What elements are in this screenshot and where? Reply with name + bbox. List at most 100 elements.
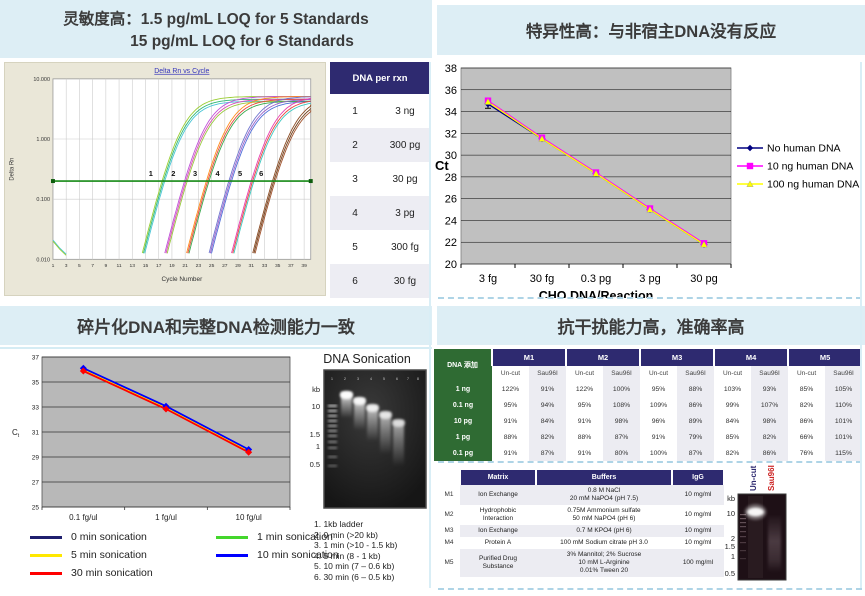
divider bbox=[438, 588, 862, 590]
spec-x-tick: 0.3 pg bbox=[581, 273, 612, 285]
series-marker bbox=[162, 405, 170, 413]
recovery-value: 91% bbox=[529, 381, 567, 397]
text-line: Purified Drug bbox=[479, 555, 517, 562]
sensitivity-title-line1: 灵敏度高：1.5 pg/mL LOQ for 5 Standards bbox=[0, 7, 432, 29]
specificity-chart: 20 22 24 26 28 30 32 34 36 38 Ct 3 fg 30 fg 0.3 pg 3 p… bbox=[425, 60, 865, 303]
recovery-value: 88% bbox=[492, 429, 529, 445]
legend-label: No human DNA bbox=[767, 143, 841, 155]
ladder-band bbox=[740, 522, 746, 524]
spike-data-row: 0.1 ng 95% 94% 95% 108% 109% 86% 99% 107% 82% 110% bbox=[434, 397, 863, 413]
text-line: 0.01% Tween 20 bbox=[579, 567, 629, 574]
text-line: 3% Mannitol; 2% Sucrose bbox=[566, 551, 642, 558]
ladder-band bbox=[328, 425, 337, 427]
threshold-handle bbox=[50, 179, 55, 184]
buffer-composition: 100 mM Sodium citrate pH 3.0 bbox=[536, 537, 672, 549]
recovery-value: 122% bbox=[492, 381, 529, 397]
qpcr-x-tick: 7 bbox=[91, 263, 94, 269]
recovery-value: 84% bbox=[714, 413, 752, 429]
recovery-value: 95% bbox=[640, 381, 678, 397]
recovery-value: 96% bbox=[640, 413, 678, 429]
recovery-value: 86% bbox=[677, 397, 715, 413]
matrix-id: M3 bbox=[438, 525, 460, 537]
recovery-value: 86% bbox=[751, 445, 789, 461]
qpcr-x-tick: 17 bbox=[156, 263, 162, 269]
buffer-composition: 0.75M Ammonium sulfate 50 mM NaPO4 (pH 6) bbox=[536, 505, 672, 525]
baseline-artifact bbox=[52, 240, 67, 256]
spec-x-tick: 30 pg bbox=[690, 273, 718, 285]
table-row: 6 30 fg bbox=[330, 264, 430, 298]
size-marker: 10 bbox=[312, 402, 320, 411]
recovery-value: 82% bbox=[529, 429, 567, 445]
ladder-band bbox=[328, 410, 337, 412]
spec-y-tick: 30 bbox=[445, 150, 457, 162]
recovery-value: 98% bbox=[603, 413, 641, 429]
spike-data-row: 1 ng 122% 91% 122% 100% 95% 88% 103% 93% 85% 105% bbox=[434, 381, 863, 397]
text-line: 20 mM NaPO4 (pH 7.5) bbox=[569, 495, 639, 502]
ladder-band bbox=[328, 415, 337, 417]
fragmentation-header: 碎片化DNA和完整DNA检测能力一致 bbox=[0, 306, 432, 345]
amplification-curve bbox=[187, 98, 311, 254]
recovery-value: 88% bbox=[677, 381, 715, 397]
ladder-band bbox=[740, 550, 746, 552]
size-marker: 0.5 bbox=[310, 460, 320, 469]
uncut-subheader: Un-cut bbox=[492, 366, 529, 381]
qpcr-x-tick: 29 bbox=[235, 263, 241, 269]
recovery-value: 82% bbox=[788, 397, 826, 413]
uncut-subheader: Un-cut bbox=[714, 366, 752, 381]
ladder-band bbox=[328, 430, 337, 432]
qpcr-y-tick: 10.000 bbox=[33, 77, 50, 83]
qpcr-x-tick: 13 bbox=[130, 263, 136, 269]
legend-label: 30 min sonication bbox=[71, 567, 153, 579]
series-marker bbox=[746, 144, 754, 152]
recovery-value: 84% bbox=[529, 413, 567, 429]
recovery-value: 122% bbox=[566, 381, 604, 397]
qpcr-y-tick: 0.010 bbox=[36, 257, 50, 263]
amplification-curve bbox=[209, 99, 311, 254]
matrix-row: M4 Protein A 100 mM Sodium citrate pH 3.0 1… bbox=[438, 537, 724, 549]
frag-x-tick: 0.1 fg/ul bbox=[69, 513, 98, 522]
gel-caption-line: 6. 30 min (6 – 0.5 kb) bbox=[314, 571, 395, 582]
interference-title: 抗干扰能力高，准确率高 bbox=[557, 318, 745, 337]
table-row: 1 3 ng bbox=[330, 94, 430, 128]
qpcr-x-tick: 11 bbox=[117, 263, 122, 269]
ladder-band bbox=[328, 456, 337, 458]
spec-y-tick: 26 bbox=[445, 194, 457, 206]
frag-y-tick: 25 bbox=[32, 505, 40, 512]
matrix-name: Purified Drug Substance bbox=[460, 549, 536, 577]
dna-amount: 300 pg bbox=[380, 128, 430, 162]
table-row: 5 300 fg bbox=[330, 230, 430, 264]
fragmentation-plot: 25 27 29 31 33 35 37 Ct 0.1 fg/ul 1 fg/ul 10 fg/ul bbox=[12, 355, 291, 522]
ladder-band bbox=[740, 514, 746, 516]
matrix-id: M4 bbox=[438, 537, 460, 549]
qpcr-x-tick: 5 bbox=[78, 263, 81, 269]
frag-y-tick: 33 bbox=[32, 405, 40, 412]
table-header-row: DNA per rxn bbox=[330, 62, 430, 94]
size-marker: 1 bbox=[731, 552, 735, 561]
qpcr-x-tick: 35 bbox=[275, 263, 281, 269]
recovery-value: 108% bbox=[603, 397, 641, 413]
text-line: 0.8 M NaCl bbox=[587, 487, 621, 494]
standard-number: 4 bbox=[330, 196, 380, 230]
sensitivity-header: 灵敏度高：1.5 pg/mL LOQ for 5 Standards 15 pg… bbox=[0, 0, 432, 58]
amplification-curve bbox=[231, 97, 311, 254]
qpcr-x-tick: 1 bbox=[52, 263, 55, 269]
matrix-column-header: M1 bbox=[490, 349, 568, 366]
spike-header-row: DNA 添加 M1 M2 M3 M4 M5 bbox=[434, 349, 864, 381]
series-marker bbox=[700, 240, 708, 248]
recovery-value: 87% bbox=[529, 445, 567, 461]
gel-smear bbox=[393, 420, 404, 466]
standard-number: 2 bbox=[330, 128, 380, 162]
recovery-value: 91% bbox=[492, 413, 529, 429]
gel-lane-label: Un-cut bbox=[749, 465, 758, 491]
digestion-gel-image: Un-cut Sau96I kb 10 21.51 0.5 bbox=[725, 465, 787, 581]
recovery-value: 85% bbox=[714, 429, 752, 445]
igg-concentration: 100 mg/ml bbox=[672, 549, 724, 577]
recovery-value: 91% bbox=[492, 445, 529, 461]
spec-y-tick: 34 bbox=[445, 107, 457, 119]
text-line: 100 mM Sodium citrate pH 3.0 bbox=[560, 539, 648, 546]
matrix-id: M5 bbox=[438, 549, 460, 577]
legend-label: 1 min sonication bbox=[257, 531, 333, 543]
amplification-curve bbox=[188, 100, 311, 254]
frag-ylabel: Ct bbox=[12, 428, 20, 439]
recovery-value: 80% bbox=[603, 445, 641, 461]
